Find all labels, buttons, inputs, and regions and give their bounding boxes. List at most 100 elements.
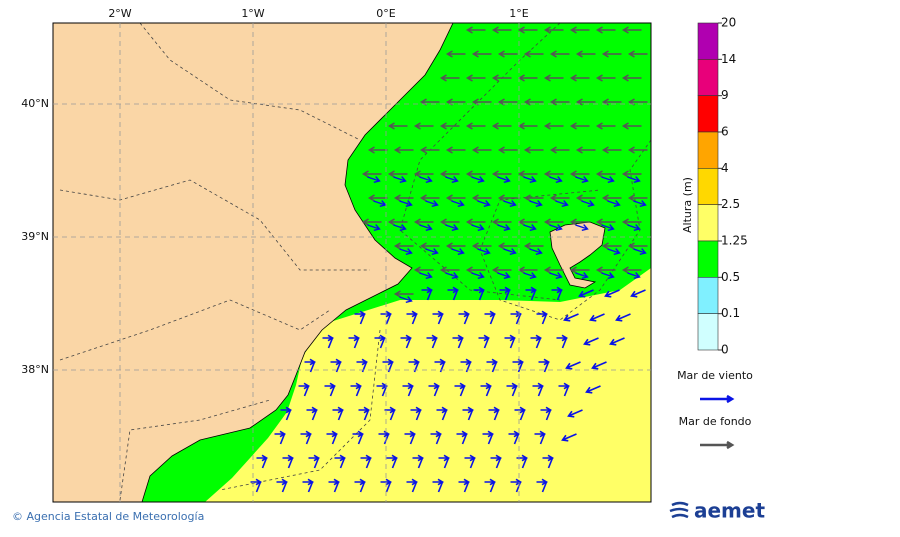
wind-arrow [607,248,621,255]
wind-arrow [415,409,422,421]
wind-arrow [337,409,344,421]
wind-arrow [425,200,439,207]
colorbar-label: 0.1 [721,306,740,320]
wind-arrow [437,313,444,325]
colorbar: 20 14 9 6 4 2.5 1.25 0.5 0.1 0 [697,16,748,357]
legend-arrow [700,440,735,450]
legend: Mar de viento Mar de fondo [677,369,753,450]
wind-arrow [355,385,362,397]
wind-arrow [521,457,528,469]
lon-label: 0°E [376,7,395,20]
swell-arrow [439,170,460,178]
legend-label: Mar de fondo [679,415,752,428]
wind-arrow [537,385,544,397]
sea-yellow [205,268,651,502]
swell-arrow [621,26,642,34]
swell-arrow [413,122,434,130]
swell-arrow [569,266,590,274]
wind-arrow [563,313,579,322]
swell-arrow [523,194,544,202]
wind-arrow [307,481,314,493]
wind-arrow [433,385,440,397]
swell-arrow [575,146,596,154]
colorbar-segment [697,168,719,205]
swell-arrow [517,122,538,130]
swell-arrow [627,194,648,202]
wind-arrow [451,200,465,207]
colorbar-segment [697,277,719,314]
wind-arrow [359,481,366,493]
swell-arrow [595,218,616,226]
colorbar-segment [697,240,719,278]
swell-arrow [471,50,492,58]
swell-arrow [445,242,466,250]
swell-arrow [569,218,590,226]
colorbar-segment [697,204,719,242]
wind-arrow [445,224,459,231]
swell-arrow [621,266,642,274]
wind-arrow [287,457,294,469]
swell-arrow [575,194,596,202]
swell-arrow [419,194,440,202]
wind-arrow [407,385,414,397]
colorbar-label: 9 [721,88,729,102]
wind-arrow [399,296,413,303]
wind-arrow [411,313,418,325]
swell-arrow [549,98,570,106]
swell-arrow [595,170,616,178]
wind-arrow [452,289,459,301]
wind-arrow [467,409,474,421]
swell-arrow [595,122,616,130]
wind-arrow [630,289,646,298]
wind-arrow [261,457,268,469]
wind-arrow [471,176,485,183]
colorbar-segment [697,313,719,351]
borders [59,23,651,501]
wind-arrow [555,200,569,207]
wind-arrow [409,433,416,445]
wind-arrow [461,433,468,445]
swell-arrow [543,218,564,226]
wind-arrow [549,176,563,183]
wind-arrow [489,313,496,325]
colorbar-label: 2.5 [721,197,740,211]
wind-arrow [523,224,537,231]
wind-arrow [541,313,548,325]
wind-arrow [393,224,407,231]
swell-arrow [575,98,596,106]
wind-arrow [477,248,491,255]
wind-arrow [504,289,511,301]
wind-arrow [493,409,500,421]
swell-arrow [471,242,492,250]
map-frame [52,22,652,503]
map-area [53,23,651,502]
swell-arrow [393,194,414,202]
wind-arrow [523,176,537,183]
wind-arrow [523,272,537,279]
wind-arrow [389,409,396,421]
swell-arrow [621,218,642,226]
wind-arrow [561,337,568,349]
swell-arrow [491,266,512,274]
wind-arrow [529,200,543,207]
swell-arrow [627,242,648,250]
swell-arrow [419,242,440,250]
graticule [53,23,651,502]
wind-arrow [565,361,581,370]
wind-arrow [535,337,542,349]
swell-arrow [497,194,518,202]
wind-arrow [556,289,563,301]
wind-arrow [478,289,485,301]
lon-label: 1°W [241,7,264,20]
swell-arrow [601,242,622,250]
wind-arrow [285,409,292,421]
swell-arrow [361,218,382,226]
swell-arrow [595,266,616,274]
swell-arrow [471,146,492,154]
wind-arrow [601,176,615,183]
swell-arrow [413,266,434,274]
wind-arrow [477,200,491,207]
colorbar-segment [697,95,719,133]
wind-arrow [335,361,342,373]
swell-arrow [387,170,408,178]
